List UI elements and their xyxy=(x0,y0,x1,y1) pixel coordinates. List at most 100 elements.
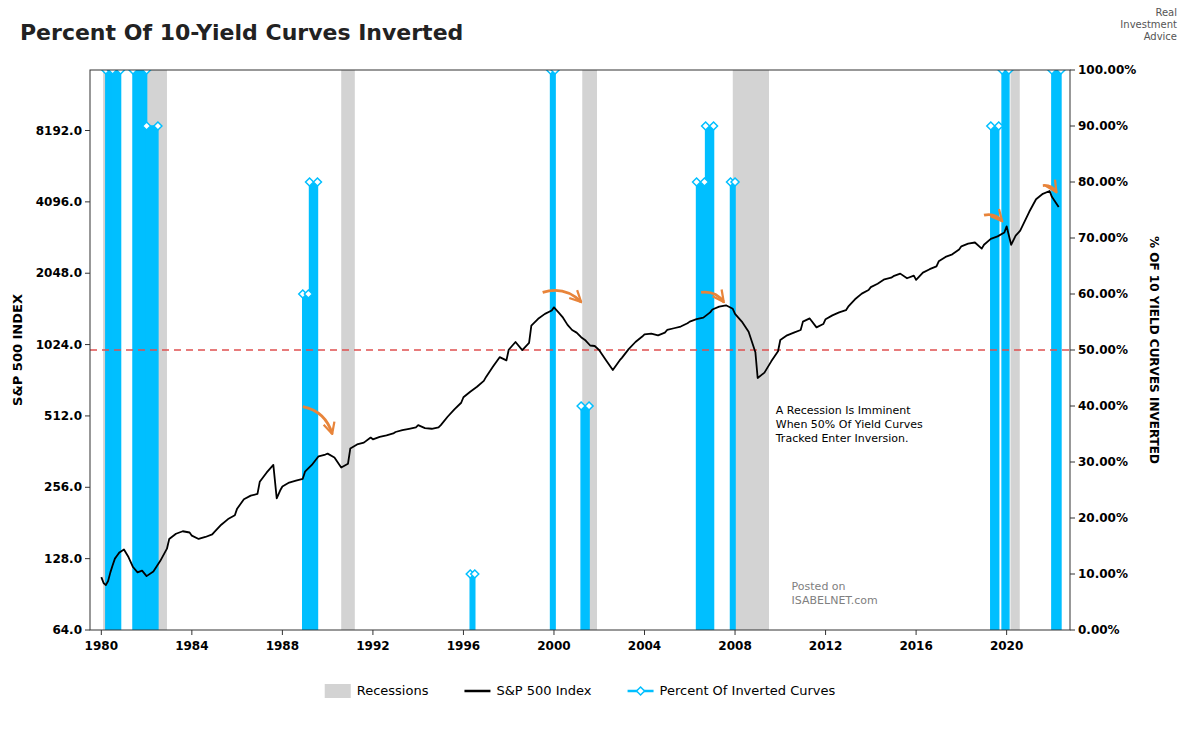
legend-swatch xyxy=(464,690,490,693)
x-tick-label: 2016 xyxy=(899,639,932,653)
inverted-column xyxy=(991,126,999,630)
y2-tick xyxy=(1070,294,1075,295)
inverted-marker xyxy=(551,70,559,74)
y2-tick xyxy=(1070,518,1075,519)
arrow xyxy=(303,407,332,434)
y-tick xyxy=(85,201,90,202)
legend-item: S&P 500 Index xyxy=(464,683,591,698)
arrow xyxy=(984,215,1002,221)
y-tick xyxy=(85,630,90,631)
y-tick-label: 512.0 xyxy=(44,409,82,423)
y-axis-label: S&P 500 INDEX xyxy=(10,294,25,406)
legend: Recessions S&P 500 Index Percent Of Invert… xyxy=(325,683,836,698)
chart: Percent Of 10-Yield Curves Inverted 1980 1… xyxy=(0,0,1189,745)
x-tick xyxy=(735,630,736,635)
legend-label: S&P 500 Index xyxy=(496,683,591,698)
x-tick-label: 2008 xyxy=(718,639,751,653)
x-tick-label: 2020 xyxy=(990,639,1023,653)
inverted-column xyxy=(697,182,705,630)
x-tick xyxy=(372,630,373,635)
inverted-column xyxy=(147,126,158,630)
x-tick xyxy=(553,630,554,635)
y-tick xyxy=(85,344,90,345)
legend-label: Recessions xyxy=(357,683,429,698)
legend-label: Percent Of Inverted Curves xyxy=(660,683,836,698)
text-line: Investment xyxy=(1120,19,1177,30)
x-tick-label: 2012 xyxy=(809,639,842,653)
x-tick xyxy=(463,630,464,635)
inverted-column xyxy=(581,406,589,630)
y-tick-label: 256.0 xyxy=(44,480,82,494)
inverted-marker xyxy=(143,70,151,74)
inverted-marker xyxy=(304,290,312,298)
legend-marker xyxy=(637,687,645,695)
y2-tick-label: 30.00% xyxy=(1078,455,1128,469)
inverted-marker xyxy=(700,178,708,186)
inverted-marker xyxy=(987,122,995,130)
inverted-marker xyxy=(710,122,718,130)
y2-tick-label: 90.00% xyxy=(1078,119,1128,133)
inverted-marker xyxy=(154,122,162,130)
inverted-marker xyxy=(1057,70,1065,74)
reference-line xyxy=(90,349,1070,351)
y2-tick-label: 50.00% xyxy=(1078,343,1128,357)
inverted-column xyxy=(303,294,309,630)
y-tick-label: 2048.0 xyxy=(36,266,82,280)
y2-tick xyxy=(1070,406,1075,407)
inverted-marker xyxy=(577,402,585,410)
title: Percent Of 10-Yield Curves Inverted xyxy=(20,20,463,45)
y-tick-label: 128.0 xyxy=(44,552,82,566)
y-tick-label: 4096.0 xyxy=(36,195,82,209)
inverted-column xyxy=(470,574,475,630)
x-tick xyxy=(825,630,826,635)
x-tick xyxy=(101,630,102,635)
y-tick-label: 1024.0 xyxy=(36,338,82,352)
annotation: A Recession Is ImminentWhen 50% Of Yield… xyxy=(775,404,923,445)
inverted-marker xyxy=(1048,70,1056,74)
y-tick xyxy=(85,273,90,274)
inverted-marker xyxy=(585,402,593,410)
y2-tick-label: 40.00% xyxy=(1078,399,1128,413)
inverted-column xyxy=(731,182,736,630)
text-line: Real xyxy=(1155,7,1177,18)
y2-tick-label: 100.00% xyxy=(1078,63,1136,77)
branding: RealInvestmentAdvice xyxy=(1120,7,1177,42)
plot-frame xyxy=(90,70,1070,630)
annotation: Posted onISABELNET.com xyxy=(792,580,878,607)
legend-swatch xyxy=(325,684,351,698)
x-tick xyxy=(282,630,283,635)
y2-tick xyxy=(1070,126,1075,127)
legend-item: Recessions xyxy=(325,683,429,698)
y2-tick xyxy=(1070,238,1075,239)
text-line: A Recession Is Imminent xyxy=(776,404,911,417)
x-tick xyxy=(1006,630,1007,635)
x-tick-label: 1980 xyxy=(85,639,118,653)
y2-tick xyxy=(1070,574,1075,575)
inverted-marker xyxy=(143,122,151,130)
inverted-marker xyxy=(693,178,701,186)
x-tick-label: 1988 xyxy=(266,639,299,653)
x-tick-label: 1992 xyxy=(356,639,389,653)
y2-tick-label: 0.00% xyxy=(1078,623,1120,637)
x-tick xyxy=(916,630,917,635)
text-line: Advice xyxy=(1144,31,1177,42)
inverted-marker xyxy=(117,70,125,74)
y-tick-label: 8192.0 xyxy=(36,124,82,138)
inverted-column xyxy=(310,182,318,630)
y2-tick-label: 60.00% xyxy=(1078,287,1128,301)
text-line: When 50% Of Yield Curves xyxy=(776,418,923,431)
x-tick xyxy=(191,630,192,635)
inverted-marker xyxy=(995,122,1003,130)
y2-tick xyxy=(1070,70,1075,71)
sp500-line xyxy=(101,191,1058,585)
y2-tick xyxy=(1070,350,1075,351)
x-tick-label: 2000 xyxy=(537,639,570,653)
y-tick-label: 64.0 xyxy=(52,623,82,637)
x-tick-label: 1996 xyxy=(447,639,480,653)
text-line: Posted on xyxy=(792,580,846,593)
inverted-marker xyxy=(109,70,117,74)
arrow xyxy=(1043,185,1057,192)
y2-axis-label: % OF 10 YIELD CURVES INVERTED xyxy=(1147,236,1161,464)
inverted-marker xyxy=(313,178,321,186)
y-tick xyxy=(85,558,90,559)
